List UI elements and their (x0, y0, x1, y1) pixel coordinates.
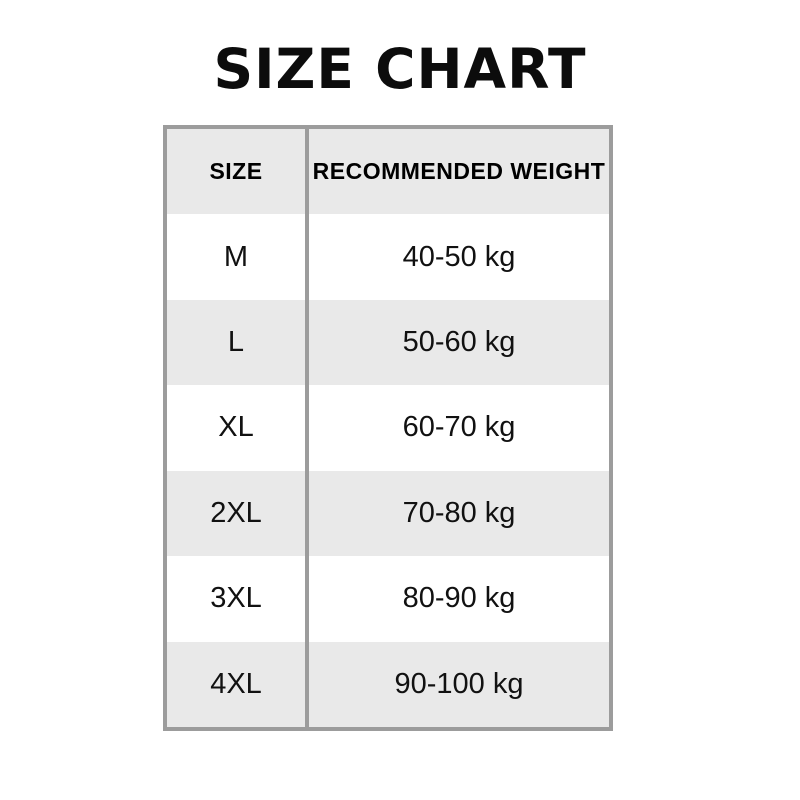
size-value: M (167, 214, 309, 300)
column-header-size: SIZE (167, 129, 309, 215)
table-row-3xl: 3XL 80-90 kg (167, 556, 609, 642)
size-chart-table: SIZE RECOMMENDED WEIGHT M 40-50 kg L 50-… (163, 125, 613, 731)
size-value: L (167, 299, 309, 386)
table-row-2xl: 2XL 70-80 kg (167, 470, 609, 557)
page-title: SIZE CHART (213, 37, 587, 101)
weight-value: 40-50 kg (402, 240, 516, 273)
weight-value: 60-70 kg (402, 411, 516, 444)
column-header-recommended-weight: RECOMMENDED WEIGHT (312, 158, 606, 185)
weight-value: 90-100 kg (394, 667, 524, 700)
size-value: 2XL (167, 470, 309, 557)
weight-value: 50-60 kg (402, 326, 516, 359)
table-row-xl: XL 60-70 kg (167, 385, 609, 471)
size-value: 4XL (167, 641, 309, 727)
table-header-row: SIZE RECOMMENDED WEIGHT (167, 129, 609, 215)
table-row-l: L 50-60 kg (167, 299, 609, 386)
size-value: XL (167, 385, 309, 471)
weight-value: 80-90 kg (402, 582, 516, 615)
table-row-m: M 40-50 kg (167, 214, 609, 300)
weight-value: 70-80 kg (402, 496, 516, 529)
table-row-4xl: 4XL 90-100 kg (167, 641, 609, 727)
size-value: 3XL (167, 556, 309, 642)
